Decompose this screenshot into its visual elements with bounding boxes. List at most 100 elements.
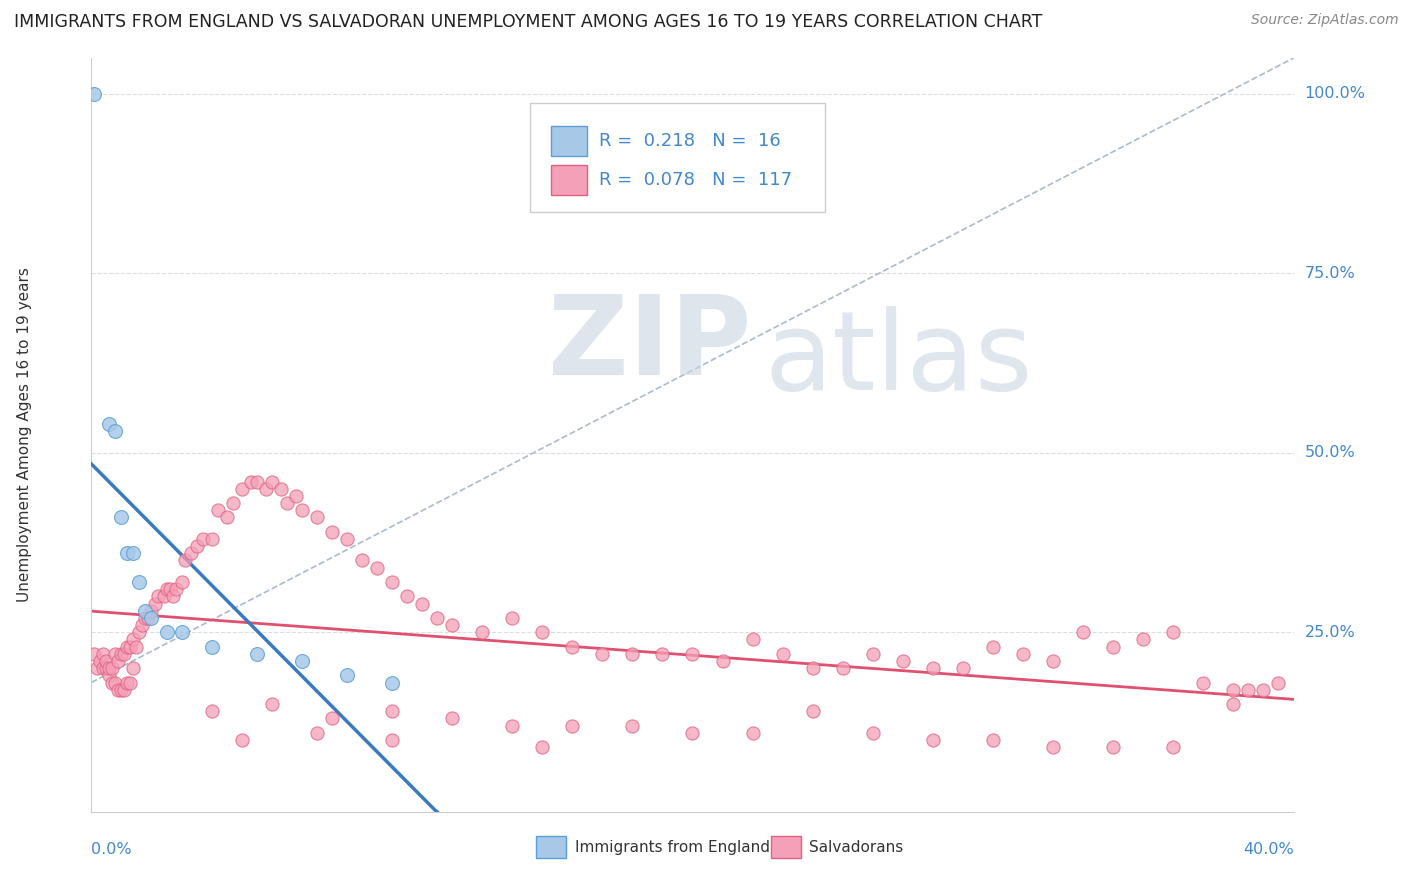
Point	[305, 510, 328, 524]
Point	[891, 654, 914, 668]
Point	[159, 582, 181, 597]
Point	[83, 647, 105, 661]
Point	[741, 632, 763, 647]
Point	[98, 661, 121, 675]
Point	[254, 482, 277, 496]
Point	[1102, 740, 1125, 755]
Point	[270, 482, 292, 496]
Point	[741, 725, 763, 739]
Point	[221, 496, 243, 510]
Point	[336, 668, 359, 682]
Point	[107, 682, 129, 697]
Text: 25.0%: 25.0%	[1305, 624, 1355, 640]
Point	[110, 682, 132, 697]
Point	[170, 574, 193, 589]
Point	[381, 704, 404, 718]
Point	[104, 675, 127, 690]
Point	[366, 560, 388, 574]
Point	[170, 625, 193, 640]
Point	[122, 661, 145, 675]
Text: ZIP: ZIP	[548, 291, 752, 398]
Point	[246, 475, 269, 489]
Text: 40.0%: 40.0%	[1243, 842, 1294, 857]
Point	[1222, 682, 1244, 697]
Point	[246, 647, 269, 661]
Point	[155, 582, 177, 597]
Point	[291, 503, 314, 517]
Point	[501, 611, 523, 625]
Point	[83, 87, 105, 101]
FancyBboxPatch shape	[530, 103, 825, 212]
Point	[186, 539, 208, 553]
Point	[426, 611, 449, 625]
Point	[110, 647, 132, 661]
Point	[114, 647, 136, 661]
Text: Salvadorans: Salvadorans	[808, 839, 903, 855]
Bar	[770, 836, 800, 858]
Point	[143, 597, 166, 611]
Point	[260, 697, 283, 711]
Point	[1071, 625, 1094, 640]
Point	[831, 661, 853, 675]
Text: 100.0%: 100.0%	[1305, 87, 1365, 102]
Point	[1012, 647, 1035, 661]
Point	[651, 647, 673, 661]
Point	[591, 647, 613, 661]
Point	[117, 675, 139, 690]
Point	[531, 740, 554, 755]
Point	[922, 733, 945, 747]
Point	[772, 647, 794, 661]
Point	[117, 640, 139, 654]
Point	[381, 733, 404, 747]
Point	[96, 654, 118, 668]
Point	[120, 675, 142, 690]
Point	[1102, 640, 1125, 654]
Text: R =  0.218   N =  16: R = 0.218 N = 16	[599, 132, 780, 150]
Point	[395, 590, 418, 604]
Text: R =  0.078   N =  117: R = 0.078 N = 117	[599, 171, 792, 189]
Point	[381, 675, 404, 690]
Point	[101, 675, 124, 690]
Point	[128, 574, 150, 589]
Bar	[551, 126, 586, 156]
Point	[191, 532, 214, 546]
Point	[681, 725, 703, 739]
Point	[134, 611, 156, 625]
Point	[284, 489, 307, 503]
Point	[305, 725, 328, 739]
Point	[128, 625, 150, 640]
Point	[801, 661, 824, 675]
Point	[141, 604, 163, 618]
Point	[1192, 675, 1215, 690]
Point	[1132, 632, 1154, 647]
Point	[155, 625, 177, 640]
Point	[162, 590, 184, 604]
Point	[122, 546, 145, 560]
Text: Immigrants from England: Immigrants from England	[575, 839, 769, 855]
Point	[141, 611, 163, 625]
Point	[104, 647, 127, 661]
Point	[152, 590, 174, 604]
Point	[146, 590, 169, 604]
Point	[180, 546, 202, 560]
Point	[411, 597, 433, 611]
Point	[120, 640, 142, 654]
Point	[114, 682, 136, 697]
Point	[201, 532, 224, 546]
Point	[231, 482, 253, 496]
Bar	[536, 836, 567, 858]
Point	[381, 574, 404, 589]
Point	[201, 704, 224, 718]
Point	[321, 711, 343, 725]
Point	[561, 640, 583, 654]
Point	[981, 733, 1004, 747]
Point	[336, 532, 359, 546]
Point	[131, 618, 153, 632]
Text: atlas: atlas	[765, 306, 1033, 413]
Point	[1161, 740, 1184, 755]
Point	[501, 718, 523, 732]
Point	[86, 661, 108, 675]
Point	[1237, 682, 1260, 697]
Point	[862, 647, 884, 661]
Text: 50.0%: 50.0%	[1305, 445, 1355, 460]
